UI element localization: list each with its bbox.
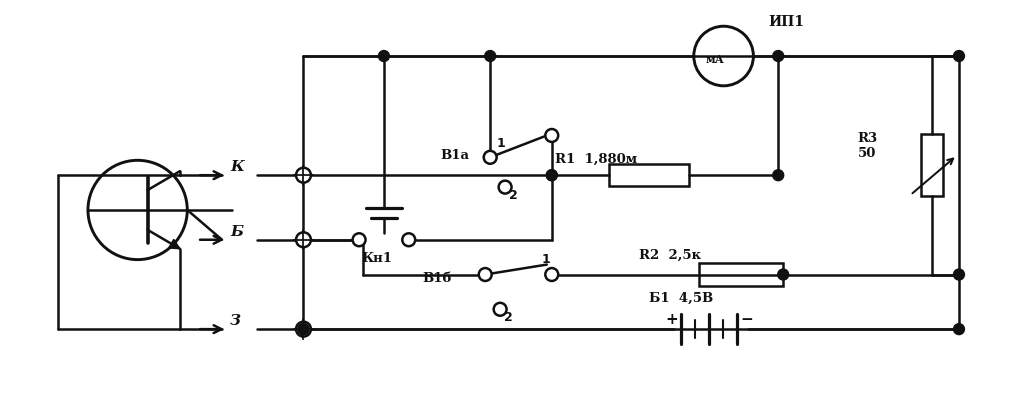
Circle shape: [296, 232, 311, 247]
Circle shape: [953, 324, 965, 335]
Circle shape: [485, 51, 495, 62]
Bar: [609, 164, 689, 186]
Text: В1а: В1а: [440, 149, 469, 162]
Text: 1: 1: [496, 137, 505, 151]
Circle shape: [378, 51, 390, 62]
Circle shape: [298, 324, 309, 335]
Circle shape: [296, 168, 311, 183]
Text: R1  1,880м: R1 1,880м: [554, 152, 637, 165]
Circle shape: [484, 151, 496, 164]
Circle shape: [296, 322, 311, 337]
Text: Кн1: Кн1: [362, 252, 392, 265]
Text: R2  2,5к: R2 2,5к: [639, 248, 701, 262]
Text: З: З: [230, 314, 241, 328]
Circle shape: [778, 269, 788, 280]
Circle shape: [773, 51, 783, 62]
Text: 2: 2: [509, 189, 518, 202]
Circle shape: [546, 170, 557, 181]
Circle shape: [545, 268, 558, 281]
Circle shape: [545, 129, 558, 142]
Text: R3
50: R3 50: [858, 132, 877, 160]
Circle shape: [953, 269, 965, 280]
Circle shape: [773, 170, 783, 181]
Text: 2: 2: [505, 311, 513, 324]
Text: В1б: В1б: [423, 273, 452, 286]
Circle shape: [479, 268, 492, 281]
Text: ИП1: ИП1: [769, 15, 804, 29]
Circle shape: [498, 181, 512, 193]
Circle shape: [494, 303, 507, 316]
Circle shape: [352, 233, 366, 246]
Text: Б1  4,5В: Б1 4,5В: [650, 291, 714, 304]
Bar: [698, 263, 783, 286]
Text: мА: мА: [706, 54, 724, 65]
Circle shape: [546, 170, 557, 181]
Polygon shape: [169, 239, 180, 249]
Text: К: К: [230, 160, 243, 174]
Circle shape: [402, 233, 415, 246]
Text: +: +: [665, 312, 678, 327]
Bar: [921, 135, 943, 196]
Text: −: −: [741, 312, 753, 327]
Text: Б: Б: [230, 225, 243, 239]
Text: 1: 1: [542, 253, 550, 266]
Circle shape: [953, 51, 965, 62]
Circle shape: [298, 324, 309, 335]
